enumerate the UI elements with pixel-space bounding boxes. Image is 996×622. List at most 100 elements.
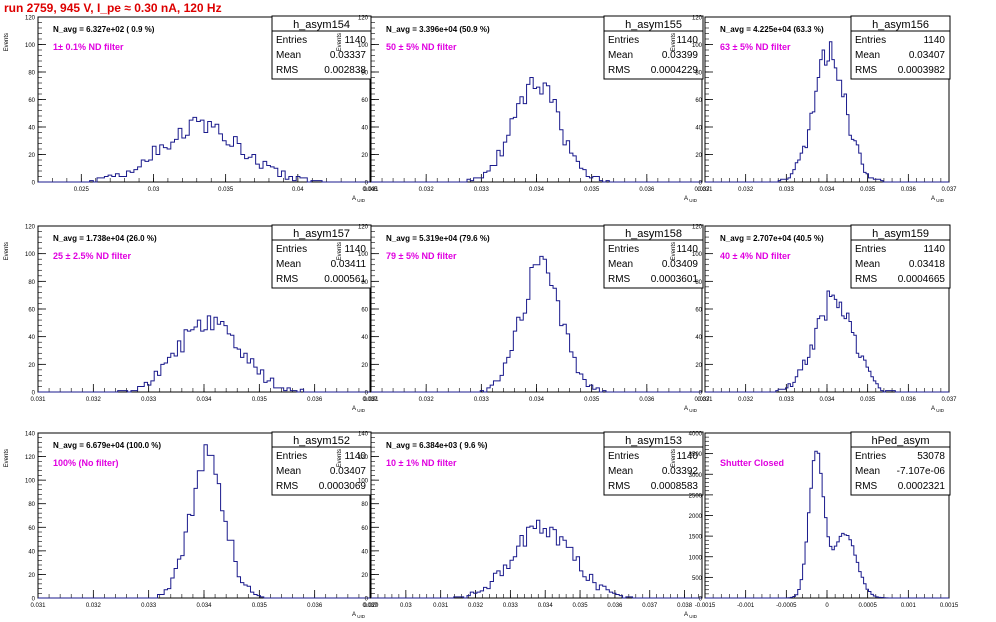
y-tick-label: 20	[695, 363, 702, 369]
histogram-panel-3: 0 20 40 60 80 100 120 0.031 0.032 0.033 0.034 0.035…	[671, 15, 957, 203]
x-tick-label: 0.034	[819, 187, 835, 193]
y-tick-label: 3500	[689, 452, 703, 458]
x-tick-label: 0.037	[362, 603, 378, 609]
stats-mean-label: Mean	[608, 50, 633, 61]
x-tick-label: 0.036	[607, 603, 623, 609]
histogram-panel-1: 0 20 40 60 80 100 120 0.025 0.03 0.035 0.04 0.045 Ev…	[4, 15, 378, 203]
y-tick-label: 0	[32, 181, 36, 187]
x-axis-label: A UID	[352, 406, 366, 413]
stats-mean-label: Mean	[855, 259, 880, 270]
x-tick-label: 0.03	[400, 603, 412, 609]
stats-mean-value: 0.03337	[330, 50, 367, 61]
x-tick-label: 0.031	[433, 603, 449, 609]
navg-annotation: N_avg = 5.319e+04 (79.6 %)	[386, 234, 490, 243]
y-tick-label: 80	[695, 280, 702, 286]
y-tick-label: 20	[361, 153, 368, 159]
histogram-line	[38, 116, 370, 183]
x-axis-label: A UID	[684, 406, 698, 413]
y-axis-label: Events	[337, 33, 343, 51]
histogram-line	[705, 290, 949, 393]
x-axis-label: A UID	[931, 406, 945, 413]
x-tick-label: 0.035	[584, 397, 600, 403]
stats-entries-value: 1140	[923, 35, 945, 46]
x-tick-label: 0.033	[503, 603, 519, 609]
x-tick-label: 0.032	[419, 187, 435, 193]
stats-entries-label: Entries	[855, 451, 886, 462]
x-tick-label: 0.034	[529, 187, 545, 193]
y-tick-label: 100	[358, 479, 369, 485]
stats-title: h_asym156	[872, 19, 929, 31]
histogram-line	[705, 450, 949, 599]
x-tick-label: 0.036	[307, 603, 323, 609]
stats-mean-value: 0.03411	[331, 259, 367, 270]
filter-label: 79 ± 5% ND filter	[386, 251, 457, 261]
y-axis-label: Events	[337, 242, 343, 260]
x-tick-label: 0.033	[779, 187, 795, 193]
stats-title: h_asym157	[293, 228, 350, 240]
y-tick-label: 20	[361, 573, 368, 579]
x-tick-label: 0.035	[573, 603, 589, 609]
x-tick-label: 0.035	[252, 397, 268, 403]
stats-mean-label: Mean	[855, 466, 880, 477]
stats-rms-value: 0.0004665	[898, 274, 946, 285]
stats-entries-label: Entries	[276, 451, 307, 462]
stats-mean-value: 0.03407	[330, 466, 367, 477]
stats-mean-label: Mean	[276, 50, 301, 61]
stats-entries-label: Entries	[608, 35, 639, 46]
stats-box	[850, 224, 951, 289]
plot-frame	[370, 432, 703, 599]
y-tick-label: 20	[28, 363, 35, 369]
stats-title: h_asym153	[625, 435, 682, 447]
y-tick-label: 120	[358, 16, 369, 22]
x-tick-label: 0.037	[941, 187, 957, 193]
x-tick-label: 0.035	[860, 187, 876, 193]
x-tick-label: 0.034	[538, 603, 554, 609]
x-tick-label: 0.001	[901, 603, 917, 609]
y-tick-label: 20	[361, 363, 368, 369]
y-tick-label: 4000	[689, 432, 703, 438]
x-tick-label: 0.029	[363, 603, 379, 609]
y-tick-label: 60	[695, 98, 702, 104]
stats-title: hPed_asym	[871, 435, 929, 447]
stats-box	[271, 224, 372, 289]
y-tick-label: 0	[32, 597, 36, 603]
y-tick-label: 80	[28, 71, 35, 77]
run-title: run 2759, 945 V, I_pe ≈ 0.30 nA, 120 Hz	[4, 1, 222, 15]
stats-title: h_asym154	[293, 19, 350, 31]
navg-annotation: N_avg = 4.225e+04 (63.3 %)	[720, 25, 824, 34]
stats-entries-label: Entries	[855, 35, 886, 46]
x-tick-label: 0.032	[86, 397, 102, 403]
stats-mean-label: Mean	[608, 466, 633, 477]
stats-entries-value: 1140	[676, 35, 698, 46]
x-tick-label: 0.038	[677, 603, 693, 609]
x-axis-label: A UID	[684, 612, 698, 619]
y-tick-label: 20	[28, 153, 35, 159]
x-tick-label: 0.034	[196, 603, 212, 609]
stats-mean-value: 0.03418	[909, 259, 946, 270]
stats-mean-label: Mean	[276, 259, 301, 270]
stats-rms-label: RMS	[608, 481, 631, 492]
y-tick-label: 20	[695, 153, 702, 159]
stats-entries-value: 1140	[344, 244, 366, 255]
x-tick-label: -0.0015	[695, 603, 716, 609]
histogram-panel-2: 0 20 40 60 80 100 120 0.031 0.032 0.033 0.034 0.035…	[337, 15, 710, 203]
x-tick-label: 0.034	[819, 397, 835, 403]
x-tick-label: -0.001	[737, 603, 755, 609]
y-tick-label: 120	[692, 225, 703, 231]
navg-annotation: N_avg = 6.384e+03 ( 9.6 %)	[386, 441, 488, 450]
stats-rms-label: RMS	[855, 481, 878, 492]
stats-box	[603, 15, 704, 80]
stats-entries-value: 1140	[344, 451, 366, 462]
x-tick-label: 0.037	[362, 397, 378, 403]
y-tick-label: 40	[28, 126, 35, 132]
y-tick-label: 80	[28, 502, 35, 508]
y-tick-label: 40	[361, 126, 368, 132]
filter-label: 100% (No filter)	[53, 458, 119, 468]
y-tick-label: 100	[358, 252, 369, 258]
stats-box	[850, 431, 951, 496]
stats-entries-value: 53078	[917, 451, 945, 462]
y-tick-label: 2500	[689, 493, 703, 499]
stats-rms-value: 0.0002321	[898, 481, 946, 492]
y-tick-label: 0	[699, 391, 703, 397]
